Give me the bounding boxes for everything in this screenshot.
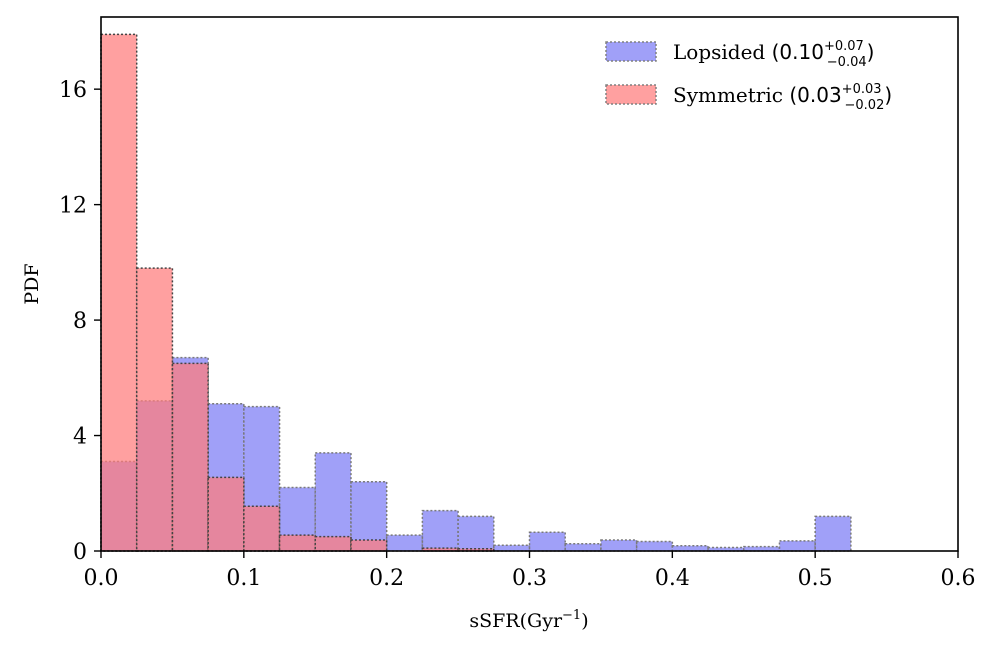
x-tick-label: 0.6: [941, 566, 976, 591]
x-tick-label: 0.5: [798, 566, 833, 591]
bar-lopsided-bin-20: [814, 515, 852, 552]
y-tick-label: 16: [59, 78, 87, 103]
y-axis-label: PDF: [21, 263, 43, 304]
bar-lopsided-bin-8: [385, 534, 424, 552]
bar-symmetric-bin-0: [100, 33, 138, 552]
bar-lopsided-bin-19: [778, 540, 816, 552]
bar-lopsided-bin-13: [564, 543, 602, 552]
x-tick-label: 0.1: [226, 566, 261, 591]
bar-symmetric-bin-7: [350, 539, 388, 552]
legend: Lopsided (0.10+0.07 −0.04) Symmetric (0.0…: [605, 39, 892, 113]
bar-symmetric-bin-6: [314, 535, 352, 552]
y-tick-label: 0: [73, 540, 87, 565]
x-axis-ticks: 0.0 0.1 0.2 0.3 0.4 0.5 0.6: [84, 551, 976, 591]
bars-layer: [100, 33, 852, 552]
legend-label-symmetric: Symmetric (0.03+0.03 −0.02): [673, 82, 892, 113]
bar-symmetric-bin-2: [171, 362, 209, 552]
bar-lopsided-bin-9: [421, 509, 459, 552]
bar-lopsided-bin-11: [493, 544, 531, 552]
bar-symmetric-bin-10: [457, 547, 495, 552]
legend-swatch-lopsided: [605, 41, 657, 62]
x-tick-label: 0.4: [655, 566, 690, 591]
bar-symmetric-bin-5: [278, 534, 317, 552]
bar-lopsided-bin-10: [457, 515, 495, 552]
bar-lopsided-bin-12: [528, 531, 566, 552]
x-tick-label: 0.3: [512, 566, 547, 591]
legend-swatch-symmetric: [605, 84, 657, 105]
bar-symmetric-bin-4: [243, 505, 281, 552]
bar-symmetric-bin-1: [135, 267, 174, 552]
x-axis-label: sSFR(Gyr−1): [469, 608, 588, 632]
bar-lopsided-bin-14: [600, 539, 638, 552]
legend-label-lopsided: Lopsided (0.10+0.07 −0.04): [673, 39, 874, 70]
y-tick-label: 8: [73, 309, 87, 334]
bar-lopsided-bin-15: [635, 540, 674, 552]
bar-lopsided-bin-16: [671, 545, 709, 552]
y-axis-ticks: 0 4 8 12 16: [59, 78, 101, 565]
x-tick-label: 0.0: [84, 566, 119, 591]
bar-symmetric-bin-3: [207, 476, 245, 552]
x-tick-label: 0.2: [369, 566, 404, 591]
y-tick-label: 12: [59, 194, 87, 219]
y-tick-label: 4: [73, 425, 87, 450]
